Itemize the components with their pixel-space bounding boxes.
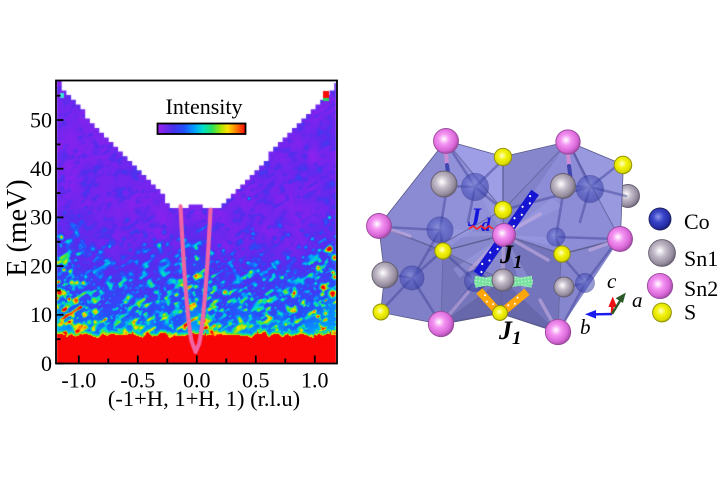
- svg-text:Sn2: Sn2: [684, 276, 718, 301]
- svg-text:10: 10: [30, 302, 52, 327]
- svg-text:20: 20: [30, 253, 52, 278]
- svg-text:Jd: Jd: [467, 203, 491, 236]
- svg-text:c: c: [607, 269, 617, 293]
- svg-text:0: 0: [41, 351, 52, 376]
- svg-text:Co: Co: [684, 209, 710, 234]
- svg-text:40: 40: [30, 156, 52, 181]
- svg-text:0.0: 0.0: [183, 368, 211, 393]
- svg-text:30: 30: [30, 205, 52, 230]
- svg-text:a: a: [632, 288, 643, 312]
- svg-text:-0.5: -0.5: [120, 368, 155, 393]
- svg-text:Sn1: Sn1: [684, 246, 718, 271]
- svg-text:E (meV): E (meV): [2, 179, 33, 276]
- svg-text:Intensity: Intensity: [166, 94, 243, 119]
- svg-text:J1: J1: [498, 316, 522, 349]
- svg-text:0.5: 0.5: [242, 368, 270, 393]
- svg-text:-1.0: -1.0: [61, 368, 96, 393]
- svg-text:1.0: 1.0: [301, 368, 329, 393]
- svg-text:S: S: [684, 300, 696, 325]
- svg-text:50: 50: [30, 107, 52, 132]
- svg-text:(-1+H, 1+H, 1) (r.l.u): (-1+H, 1+H, 1) (r.l.u): [108, 386, 300, 411]
- svg-text:b: b: [580, 315, 591, 339]
